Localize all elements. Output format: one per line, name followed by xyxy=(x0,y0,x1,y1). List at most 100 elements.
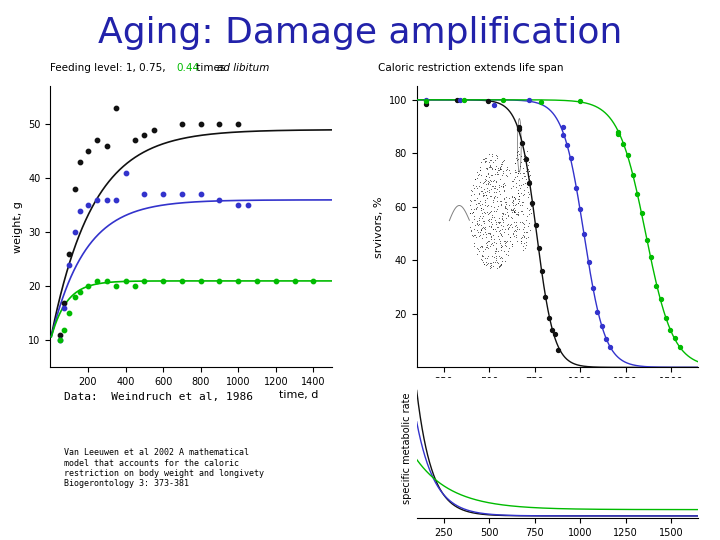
Text: Van Leeuwen et al 2002 A mathematical
model that accounts for the caloric
restri: Van Leeuwen et al 2002 A mathematical mo… xyxy=(65,448,264,488)
Point xyxy=(665,326,676,335)
Point xyxy=(69,293,81,301)
Point xyxy=(148,125,159,134)
Point xyxy=(636,209,648,218)
Point xyxy=(158,190,169,199)
Point xyxy=(622,151,634,159)
Point xyxy=(613,130,624,138)
Point xyxy=(650,282,662,291)
Point xyxy=(488,100,500,109)
Point xyxy=(307,276,319,285)
Point xyxy=(579,230,590,238)
Point xyxy=(546,326,558,334)
Point xyxy=(129,136,140,145)
Point xyxy=(513,122,525,131)
Point xyxy=(158,276,169,285)
Point xyxy=(641,235,652,244)
Point xyxy=(69,185,81,193)
Point xyxy=(120,276,131,285)
Point xyxy=(82,147,94,156)
Point xyxy=(526,199,538,207)
Point xyxy=(110,195,122,204)
Text: times: times xyxy=(193,63,228,73)
Point xyxy=(110,282,122,291)
Text: Data:  Weindruch et al, 1986: Data: Weindruch et al, 1986 xyxy=(65,392,253,402)
Point xyxy=(420,100,431,109)
Point xyxy=(75,158,86,166)
Point xyxy=(233,201,244,210)
Point xyxy=(627,171,639,179)
Point xyxy=(91,136,103,145)
Point xyxy=(497,96,508,104)
Point xyxy=(533,244,544,253)
Point xyxy=(592,308,603,316)
Point xyxy=(600,335,612,343)
Text: ad libitum: ad libitum xyxy=(217,63,270,73)
Point xyxy=(63,260,75,269)
Point xyxy=(513,125,525,133)
Point xyxy=(553,346,564,354)
Point xyxy=(583,258,595,266)
Point xyxy=(270,276,282,285)
Point xyxy=(289,276,300,285)
Point xyxy=(195,190,207,199)
Point xyxy=(517,139,528,148)
Text: time, d: time, d xyxy=(645,390,684,400)
Point xyxy=(54,336,66,345)
Point xyxy=(530,221,541,230)
Point xyxy=(242,201,253,210)
Text: Caloric restriction extends life span: Caloric restriction extends life span xyxy=(378,63,564,73)
Point xyxy=(543,314,554,322)
Point xyxy=(214,276,225,285)
Point xyxy=(138,190,150,199)
Point xyxy=(655,294,667,303)
Point xyxy=(120,168,131,177)
Point xyxy=(110,104,122,112)
Point xyxy=(54,336,66,345)
Point xyxy=(101,195,112,204)
Point xyxy=(176,190,188,199)
Point xyxy=(214,120,225,129)
Point xyxy=(562,140,573,149)
Y-axis label: srvivors, %: srvivors, % xyxy=(374,196,384,258)
Point xyxy=(82,201,94,210)
Point xyxy=(549,330,561,339)
Point xyxy=(557,130,569,139)
Point xyxy=(566,154,577,163)
Point xyxy=(575,205,586,214)
Point xyxy=(631,190,643,198)
Text: Feeding level: 1, 0.75,: Feeding level: 1, 0.75, xyxy=(50,63,169,73)
Point xyxy=(138,131,150,139)
Point xyxy=(459,96,470,104)
Point xyxy=(539,292,551,301)
Point xyxy=(54,330,66,339)
Point xyxy=(605,343,616,352)
Point xyxy=(63,309,75,318)
Point xyxy=(536,267,548,275)
Point xyxy=(251,276,263,285)
Point xyxy=(176,120,188,129)
Point xyxy=(58,325,69,334)
Point xyxy=(129,282,140,291)
Text: Aging: Damage amplification: Aging: Damage amplification xyxy=(98,16,622,50)
Point xyxy=(574,97,585,105)
Text: time, d: time, d xyxy=(279,390,318,400)
Point xyxy=(482,97,494,106)
Text: 0.44: 0.44 xyxy=(176,63,199,73)
Point xyxy=(138,276,150,285)
Point xyxy=(233,276,244,285)
Y-axis label: specific metabolic rate: specific metabolic rate xyxy=(402,393,413,504)
Point xyxy=(58,303,69,312)
Point xyxy=(101,276,112,285)
Point xyxy=(617,140,629,149)
Point xyxy=(69,228,81,237)
Point xyxy=(58,298,69,307)
Point xyxy=(523,96,534,104)
Point xyxy=(82,282,94,291)
Point xyxy=(536,98,547,106)
Point xyxy=(588,284,599,293)
Point xyxy=(75,206,86,215)
Point xyxy=(613,128,624,137)
Point xyxy=(214,195,225,204)
Point xyxy=(451,96,463,104)
Point xyxy=(420,97,431,105)
